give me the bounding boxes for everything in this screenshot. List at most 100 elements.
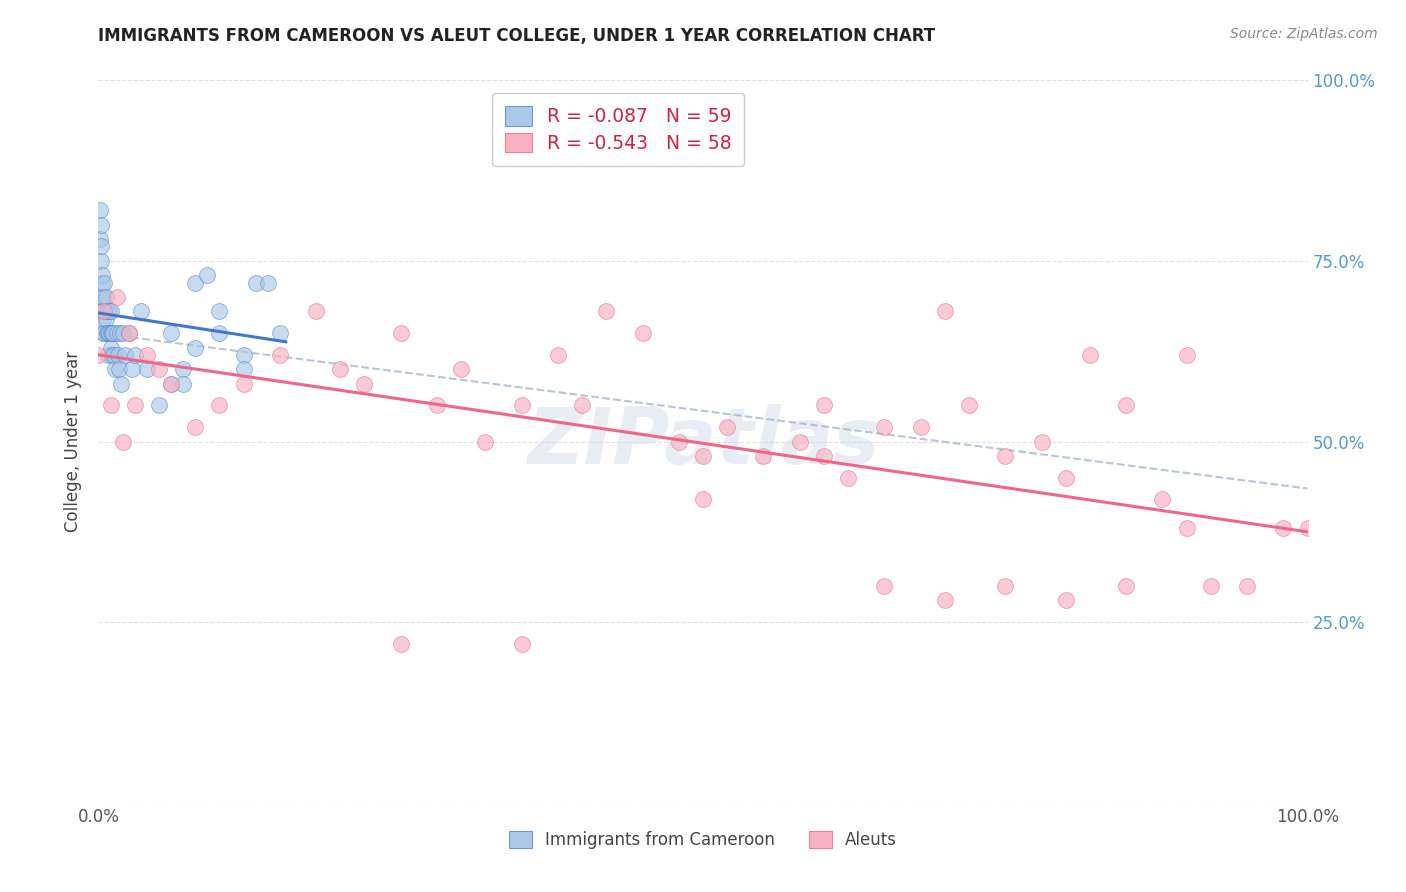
Point [232,376,254,391]
Point [148,398,170,412]
Point [353,376,375,391]
Point [98,326,121,340]
Point [135,362,157,376]
Point [90,218,112,232]
Point [1054,470,1077,484]
Point [100,341,122,355]
Point [103,348,125,362]
Point [510,398,533,412]
Point [837,470,859,484]
Point [172,376,194,391]
Point [118,326,141,340]
Point [93,326,115,340]
Point [121,362,143,376]
Point [108,362,131,376]
Point [107,348,129,362]
Point [1031,434,1053,449]
Point [148,362,170,376]
Text: Source: ZipAtlas.com: Source: ZipAtlas.com [1230,27,1378,41]
Point [910,420,932,434]
Point [97,326,120,340]
Point [91,304,114,318]
Point [91,290,114,304]
Point [100,326,122,340]
Point [94,290,117,304]
Point [269,348,291,362]
Point [450,362,472,376]
Point [813,398,835,412]
Point [105,326,128,340]
Point [100,398,122,412]
Point [474,434,496,449]
Point [111,434,134,449]
Point [124,348,146,362]
Text: IMMIGRANTS FROM CAMEROON VS ALEUT COLLEGE, UNDER 1 YEAR CORRELATION CHART: IMMIGRANTS FROM CAMEROON VS ALEUT COLLEG… [98,27,935,45]
Point [118,326,141,340]
Point [232,362,254,376]
Point [96,304,118,318]
Point [108,326,131,340]
Point [208,326,231,340]
Point [547,348,569,362]
Point [305,304,328,318]
Point [232,348,254,362]
Point [752,449,775,463]
Point [510,637,533,651]
Point [692,492,714,507]
Point [184,341,207,355]
Point [873,579,896,593]
Point [160,376,183,391]
Point [90,239,112,253]
Point [98,304,121,318]
Point [269,326,291,340]
Point [111,326,134,340]
Point [93,304,115,318]
Point [1152,492,1174,507]
Point [256,276,278,290]
Point [1115,579,1137,593]
Point [245,276,267,290]
Point [110,376,132,391]
Point [389,637,412,651]
Point [129,304,152,318]
Point [96,326,118,340]
Point [668,434,690,449]
Point [124,398,146,412]
Point [1272,521,1295,535]
Point [994,579,1017,593]
Point [813,449,835,463]
Point [90,253,112,268]
Point [716,420,738,434]
Point [208,304,231,318]
Point [91,326,114,340]
Point [100,348,122,362]
Point [184,420,207,434]
Point [135,348,157,362]
Point [631,326,654,340]
Y-axis label: College, Under 1 year: College, Under 1 year [65,351,83,533]
Point [1175,521,1198,535]
Text: ZIPatlas: ZIPatlas [527,403,879,480]
Point [105,290,128,304]
Point [1115,398,1137,412]
Point [195,268,218,283]
Point [97,348,120,362]
Point [91,268,114,283]
Point [789,434,811,449]
Point [1236,579,1258,593]
Point [160,376,183,391]
Point [104,362,127,376]
Point [91,311,114,326]
Point [1296,521,1319,535]
Point [389,326,412,340]
Point [994,449,1017,463]
Point [1175,348,1198,362]
Point [934,593,956,607]
Point [94,311,117,326]
Point [571,398,593,412]
Point [100,304,122,318]
Point [114,348,136,362]
Point [1199,579,1222,593]
Point [89,203,111,218]
Point [93,276,115,290]
